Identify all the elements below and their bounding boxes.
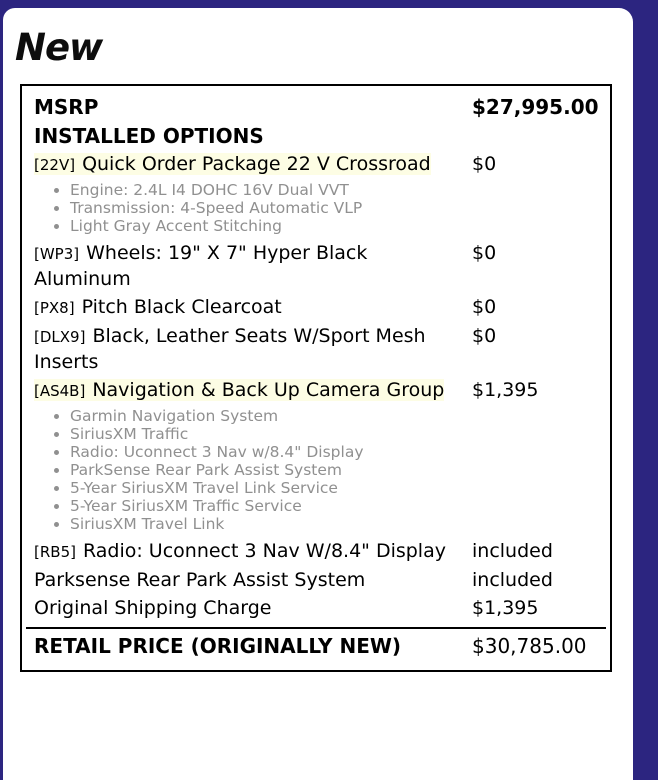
option-row: [WP3] Wheels: 19" X 7" Hyper Black Alumin… [22, 241, 610, 292]
option-price: $1,395 [472, 379, 539, 401]
option-price: $0 [472, 153, 497, 175]
option-details-list: Garmin Navigation SystemSiriusXM Traffic… [22, 407, 610, 533]
option-row: Original Shipping Charge $1,395 [22, 596, 610, 621]
option-detail-item: Engine: 2.4L I4 DOHC 16V Dual VVT [70, 181, 610, 199]
option-price: $0 [472, 296, 497, 318]
installed-options-label: INSTALLED OPTIONS [34, 124, 264, 148]
option-detail-item: 5-Year SiriusXM Traffic Service [70, 497, 610, 515]
option-row: [RB5] Radio: Uconnect 3 Nav W/8.4" Displa… [22, 539, 610, 565]
option-row: [PX8] Pitch Black Clearcoat $0 [22, 295, 610, 321]
option-detail-item: SiriusXM Traffic [70, 425, 610, 443]
option-row: [AS4B] Navigation & Back Up Camera Group … [22, 378, 610, 533]
option-detail-item: Light Gray Accent Stitching [70, 217, 610, 235]
option-name: Navigation & Back Up Camera Group [92, 379, 445, 401]
condition-heading: New [15, 26, 103, 69]
retail-price-label: RETAIL PRICE (ORIGINALLY NEW) [34, 634, 402, 658]
option-code: [RB5] [34, 543, 76, 561]
option-details-list: Engine: 2.4L I4 DOHC 16V Dual VVTTransmi… [22, 181, 610, 235]
option-price: $0 [472, 242, 497, 264]
retail-divider [26, 627, 606, 629]
option-name: Pitch Black Clearcoat [81, 296, 282, 318]
option-name: Black, Leather Seats W/Sport Mesh Insert… [34, 325, 426, 373]
msrp-label: MSRP [34, 95, 99, 119]
option-name: Original Shipping Charge [34, 597, 272, 619]
option-code: [DLX9] [34, 328, 86, 346]
option-detail-item: Radio: Uconnect 3 Nav w/8.4" Display [70, 443, 610, 461]
installed-options-header-row: INSTALLED OPTIONS [22, 123, 610, 149]
option-price: included [472, 569, 553, 591]
msrp-value: $27,995.00 [472, 95, 599, 119]
option-code: [PX8] [34, 299, 75, 317]
option-detail-item: Transmission: 4-Speed Automatic VLP [70, 199, 610, 217]
option-price: $0 [472, 325, 497, 347]
option-detail-item: 5-Year SiriusXM Travel Link Service [70, 479, 610, 497]
option-name: Wheels: 19" X 7" Hyper Black Aluminum [34, 242, 368, 290]
option-detail-item: SiriusXM Travel Link [70, 515, 610, 533]
option-row: Parksense Rear Park Assist System includ… [22, 568, 610, 593]
option-code: [WP3] [34, 245, 80, 263]
option-name: Parksense Rear Park Assist System [34, 569, 366, 591]
options-list: [22V] Quick Order Package 22 V Crossroad … [22, 152, 610, 621]
option-detail-item: Garmin Navigation System [70, 407, 610, 425]
option-row: [22V] Quick Order Package 22 V Crossroad … [22, 152, 610, 235]
option-name: Radio: Uconnect 3 Nav W/8.4" Display [82, 540, 446, 562]
option-name: Quick Order Package 22 V Crossroad [82, 153, 431, 175]
option-price: $1,395 [472, 597, 539, 619]
retail-price-value: $30,785.00 [472, 634, 587, 658]
option-code: [22V] [34, 156, 76, 174]
msrp-row: MSRP $27,995.00 [22, 95, 610, 120]
retail-price-row: RETAIL PRICE (ORIGINALLY NEW) $30,785.00 [22, 634, 610, 659]
option-code: [AS4B] [34, 382, 86, 400]
option-price: included [472, 540, 553, 562]
content-panel: New MSRP $27,995.00 INSTALLED OPTIONS [2… [3, 8, 633, 780]
option-row: [DLX9] Black, Leather Seats W/Sport Mesh … [22, 324, 610, 375]
option-detail-item: ParkSense Rear Park Assist System [70, 461, 610, 479]
pricing-box: MSRP $27,995.00 INSTALLED OPTIONS [22V] Q… [20, 84, 612, 672]
